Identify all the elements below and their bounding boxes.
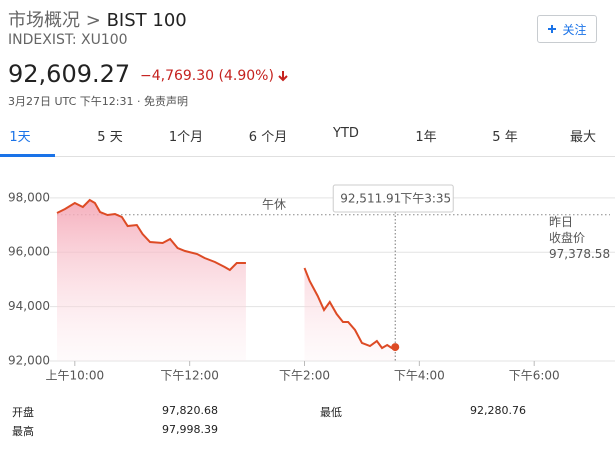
stat-label: 最低 xyxy=(320,406,342,419)
follow-button[interactable]: 关注 xyxy=(537,15,597,43)
chart: 92,000 94,000 96,000 98,000 上午10:00 下午12:00 下午… xyxy=(8,184,615,383)
stat-label: 最高 xyxy=(12,425,34,438)
tooltip-time: 下午3:35 xyxy=(400,192,451,206)
x-tick-label: 下午12:00 xyxy=(160,369,219,383)
stat-value: 97,820.68 xyxy=(162,404,218,417)
tab[interactable]: 5 年 xyxy=(492,130,518,145)
disclaimer[interactable]: 免责声明 xyxy=(144,95,188,108)
tab-divider xyxy=(0,156,615,157)
subtitle: INDEXIST: XU100 xyxy=(8,32,128,48)
timestamp: 3月27日 UTC 下午12:31 · 免责声明 xyxy=(8,93,188,109)
tab[interactable]: 1天 xyxy=(9,130,31,145)
stat-value: 92,280.76 xyxy=(470,404,526,417)
y-tick-label: 96,000 xyxy=(8,245,50,259)
stat-value: 97,998.39 xyxy=(162,423,218,436)
y-tick-label: 94,000 xyxy=(8,299,50,313)
tooltip-value: 92,511.91 xyxy=(340,192,401,206)
tab[interactable]: 1个月 xyxy=(168,130,204,145)
y-tick-label: 98,000 xyxy=(8,190,50,204)
title: BIST 100 xyxy=(106,10,187,31)
tab-selected xyxy=(0,154,55,157)
separator: > xyxy=(85,10,101,31)
stat-label: 开盘 xyxy=(12,406,34,419)
date: 3月27日 UTC 下午12:31 xyxy=(8,95,134,108)
previous-close-value: 97,378.58 xyxy=(549,247,610,261)
dot: · xyxy=(137,95,141,108)
current-point xyxy=(391,343,400,352)
breadcrumb: 市场概况 > BIST 100 xyxy=(8,6,187,32)
down-arrow xyxy=(278,71,288,82)
change: −4,769.30 (4.90%) xyxy=(140,68,288,84)
previous-close-title: 收盘价 xyxy=(549,230,585,245)
x-tick-label: 上午10:00 xyxy=(46,369,105,383)
x-tick-label: 下午2:00 xyxy=(279,369,330,383)
breadcrumb-link[interactable]: 市场概况 xyxy=(8,10,80,31)
follow-label: 关注 xyxy=(562,22,587,37)
tab[interactable]: 1年 xyxy=(415,130,437,145)
tab[interactable]: 最大 xyxy=(569,130,597,145)
tab[interactable]: 6 个月 xyxy=(248,130,288,145)
y-tick-label: 92,000 xyxy=(8,354,50,368)
line xyxy=(56,198,396,350)
tooltip-box xyxy=(332,184,454,213)
tab[interactable]: YTD xyxy=(333,126,359,141)
x-tick-label: 下午6:00 xyxy=(509,369,560,383)
change-text: −4,769.30 (4.90%) xyxy=(140,68,274,84)
price: 92,609.27 xyxy=(8,60,131,88)
plus-icon xyxy=(548,25,557,33)
x-tick-label: 下午4:00 xyxy=(394,369,445,383)
area xyxy=(57,200,396,361)
annotation: 午休 xyxy=(262,198,286,212)
tab[interactable]: 5 天 xyxy=(97,130,123,145)
previous-close-title: 昨日 xyxy=(549,215,573,229)
